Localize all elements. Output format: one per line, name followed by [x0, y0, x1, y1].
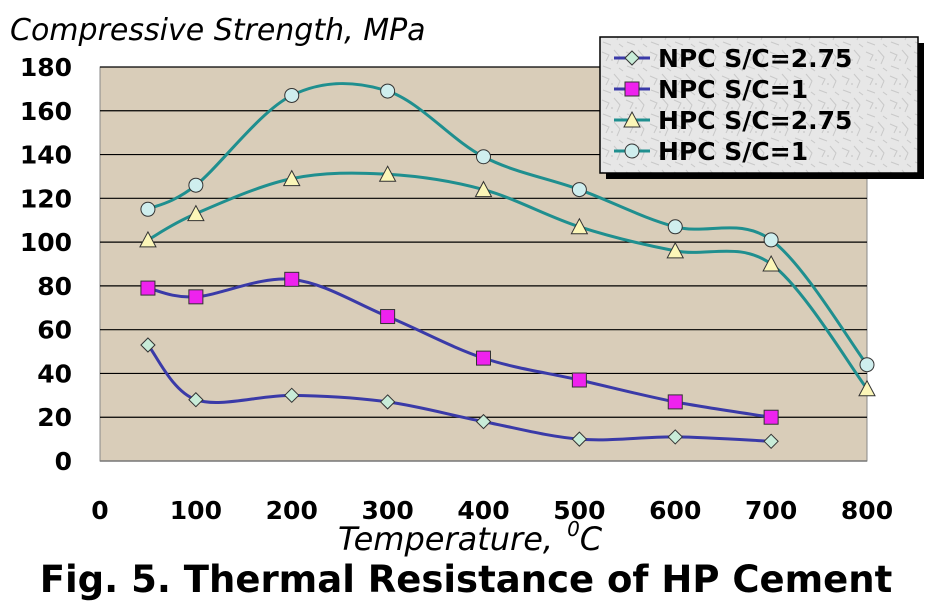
y-tick-label-20: 20 — [37, 403, 72, 432]
x-axis-label-superscript: 0 — [567, 517, 580, 541]
data-point-4-600 — [667, 219, 683, 235]
data-point-2-300 — [380, 309, 396, 325]
data-point-2-50 — [140, 280, 156, 296]
data-point-3-700 — [762, 254, 780, 272]
data-point-3-800 — [858, 379, 876, 397]
x-tick-label-600: 600 — [649, 496, 701, 525]
series-3 — [139, 165, 876, 397]
data-point-1-500 — [571, 431, 588, 447]
y-tick-label-180: 180 — [20, 53, 72, 82]
data-point-4-500 — [571, 182, 587, 198]
figure-caption: Fig. 5. Thermal Resistance of HP Cement — [40, 558, 893, 601]
legend-item-3: HPC S/C=2.75 — [614, 106, 852, 135]
data-point-4-400 — [476, 149, 491, 165]
legend-marker-1 — [624, 50, 640, 66]
x-tick-label-300: 300 — [362, 496, 414, 525]
data-point-1-300 — [379, 394, 396, 410]
series-layer — [139, 82, 876, 450]
data-point-2-200 — [284, 271, 300, 287]
data-point-1-50 — [140, 337, 156, 353]
data-point-4-300 — [380, 83, 396, 99]
data-point-3-50 — [139, 230, 157, 248]
series-4 — [140, 82, 875, 373]
data-point-1-100 — [188, 392, 204, 408]
data-point-1-200 — [284, 387, 300, 404]
data-point-1-600 — [667, 429, 683, 445]
data-point-3-200 — [282, 169, 301, 187]
y-tick-label-160: 160 — [20, 97, 72, 126]
legend-label-2: NPC S/C=1 — [658, 75, 808, 104]
x-axis-label-main: Temperature, — [338, 520, 553, 558]
y-tick-label-60: 60 — [37, 316, 72, 345]
y-tick-label-100: 100 — [20, 228, 72, 257]
data-point-2-400 — [476, 350, 491, 366]
legend-item-2: NPC S/C=1 — [614, 75, 808, 104]
y-axis-label: Compressive Strength, MPa — [10, 13, 426, 48]
legend-marker-3 — [623, 110, 641, 128]
x-tick-label-400: 400 — [457, 496, 509, 525]
data-point-2-500 — [571, 372, 587, 388]
legend-label-3: HPC S/C=2.75 — [658, 106, 852, 135]
data-point-4-100 — [188, 177, 204, 193]
data-point-3-500 — [570, 217, 589, 235]
y-tick-labels: 0 20 40 60 80 100 120 140 160 180 — [20, 53, 72, 476]
legend-item-4: HPC S/C=1 — [614, 137, 808, 166]
y-tick-label-140: 140 — [20, 141, 72, 170]
legend-box — [599, 36, 919, 174]
data-point-2-600 — [667, 394, 683, 410]
data-point-3-300 — [378, 165, 397, 182]
x-tick-label-800: 800 — [841, 496, 893, 525]
y-tick-label-80: 80 — [37, 272, 72, 301]
x-tick-labels: 0 100 200 300 400 500 600 700 800 — [91, 496, 893, 525]
data-point-1-700 — [763, 433, 779, 450]
x-tick-label-500: 500 — [553, 496, 605, 525]
data-point-4-200 — [284, 87, 300, 103]
x-axis-label: Temperature, 0C — [338, 517, 603, 558]
series-2 — [140, 271, 779, 425]
data-point-1-400 — [475, 413, 492, 430]
x-tick-label-100: 100 — [170, 496, 222, 525]
legend-label-4: HPC S/C=1 — [658, 137, 808, 166]
series-line-2 — [147, 277, 772, 419]
series-line-3 — [147, 171, 869, 390]
series-line-1 — [146, 344, 772, 443]
data-point-3-400 — [474, 180, 493, 198]
y-tick-label-0: 0 — [55, 447, 72, 476]
series-1 — [140, 337, 779, 450]
data-point-3-600 — [666, 241, 685, 259]
y-tick-label-120: 120 — [20, 184, 72, 213]
legend-marker-2 — [624, 81, 640, 97]
data-point-4-800 — [859, 357, 875, 373]
x-axis-label-unit: C — [580, 520, 603, 558]
data-point-3-100 — [187, 204, 205, 222]
data-point-4-50 — [140, 201, 156, 217]
y-tick-label-40: 40 — [37, 359, 72, 388]
legend-item-1: NPC S/C=2.75 — [614, 44, 852, 73]
x-tick-label-200: 200 — [266, 496, 318, 525]
data-point-2-100 — [188, 289, 204, 305]
x-tick-label-0: 0 — [91, 496, 108, 525]
data-point-4-700 — [763, 232, 779, 248]
x-tick-label-700: 700 — [745, 496, 797, 525]
legend-marker-4 — [624, 143, 640, 159]
legend-label-1: NPC S/C=2.75 — [658, 44, 852, 73]
series-line-4 — [147, 82, 869, 366]
data-point-2-700 — [763, 409, 779, 425]
